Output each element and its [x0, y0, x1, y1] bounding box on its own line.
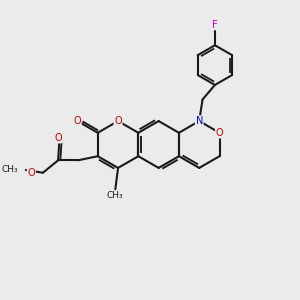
Text: O: O: [28, 168, 35, 178]
Text: F: F: [212, 20, 218, 30]
Text: O: O: [216, 128, 223, 138]
Text: CH₃: CH₃: [2, 166, 18, 175]
Text: CH₃: CH₃: [107, 191, 124, 200]
Text: O: O: [74, 116, 81, 127]
Text: N: N: [196, 116, 203, 126]
Text: O: O: [54, 133, 62, 143]
Text: O: O: [114, 116, 122, 126]
